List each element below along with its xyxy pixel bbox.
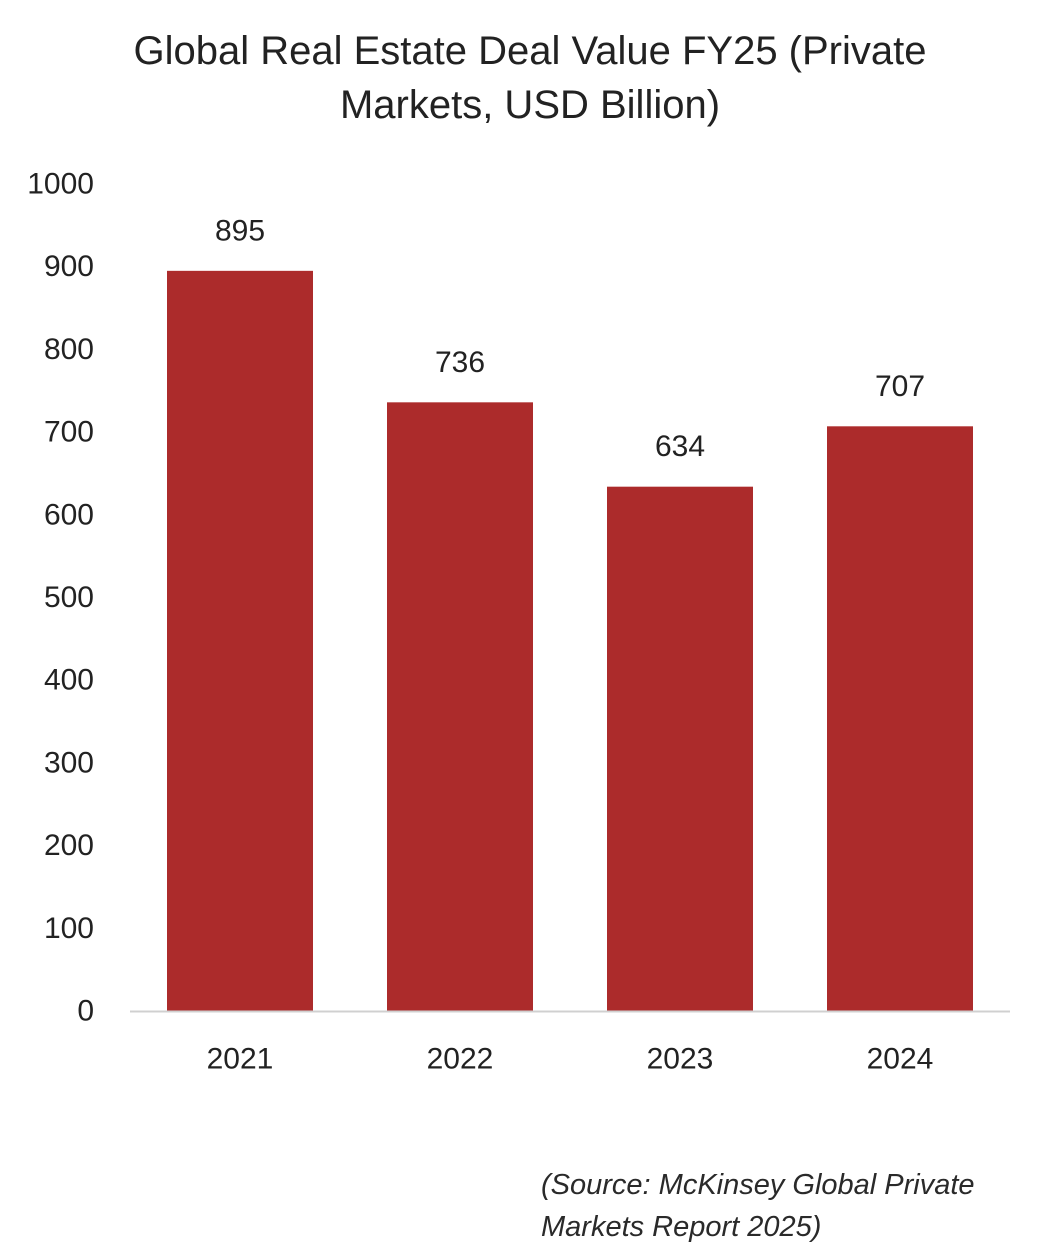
y-tick-label: 100 [44,912,94,945]
y-axis-ticks: 0 100 200 300 400 500 600 700 800 900 1000 [27,168,94,1028]
y-tick-label: 400 [44,664,94,697]
data-labels-group: 895 736 634 707 [215,214,925,463]
x-tick-label-2024: 2024 [867,1043,934,1076]
chart-title-line-2: Markets, USD Billion) [339,83,721,127]
data-label-2021: 895 [215,214,265,247]
data-label-2023: 634 [655,430,705,463]
y-tick-label: 0 [77,995,94,1028]
x-tick-label-2023: 2023 [647,1043,714,1076]
chart-title-line-1: Global Real Estate Deal Value FY25 (Priv… [133,29,927,73]
bar-2023 [607,486,753,1011]
x-tick-label-2022: 2022 [427,1043,494,1076]
source-line-1: (Source: McKinsey Global Private [541,1169,975,1201]
y-tick-label: 200 [44,829,94,862]
source-line-2: Markets Report 2025) [541,1211,822,1243]
y-tick-label: 800 [44,333,94,366]
bar-2021 [167,270,313,1012]
y-tick-label: 300 [44,746,94,779]
source-note: (Source: McKinsey Global Private Markets… [541,1164,1041,1248]
chart-title: Global Real Estate Deal Value FY25 (Priv… [60,24,1000,132]
bars-group [167,270,973,1012]
data-label-2022: 736 [435,346,485,379]
x-tick-label-2021: 2021 [207,1043,274,1076]
data-label-2024: 707 [875,370,925,403]
bar-2024 [827,426,973,1011]
y-tick-label: 700 [44,416,94,449]
y-tick-label: 1000 [27,168,94,201]
x-axis-category-labels: 2021 2022 2023 2024 [207,1043,934,1076]
bar-chart: 0 100 200 300 400 500 600 700 800 900 1000 895 736 6… [27,168,1010,1076]
bar-2022 [387,402,533,1011]
y-tick-label: 500 [44,581,94,614]
y-tick-label: 600 [44,498,94,531]
y-tick-label: 900 [44,250,94,283]
